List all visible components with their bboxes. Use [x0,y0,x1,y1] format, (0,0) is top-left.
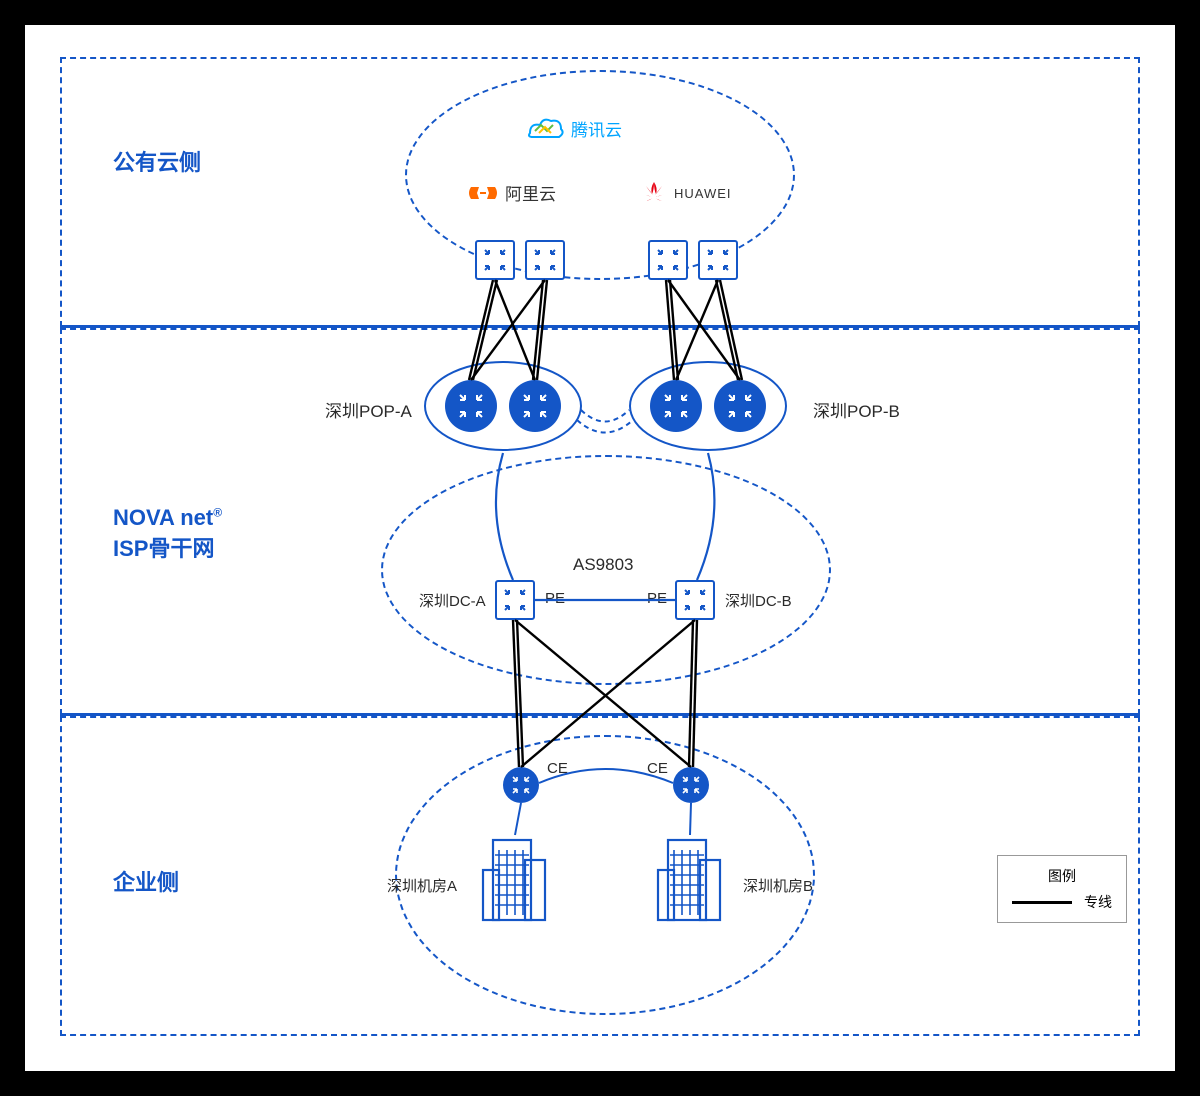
pop-a-router-1 [445,380,497,432]
ce-a-label: CE [547,760,568,777]
huawei-cloud-logo: HUAWEI [640,180,732,206]
alibaba-label: 阿里云 [505,180,556,205]
diagram-canvas: 公有云侧 NOVA net® ISP骨干网 企业侧 腾讯云 阿里云 [25,25,1175,1071]
ce-b-label: CE [647,760,668,777]
pop-b-router-2 [714,380,766,432]
ce-b-router [673,767,709,803]
legend-item-label: 专线 [1084,892,1112,912]
bldg-a-label: 深圳机房A [387,875,457,896]
zone-label-enterprise: 企业侧 [113,865,179,897]
pop-b-label: 深圳POP-B [813,397,900,422]
backbone-reg: ® [213,506,222,520]
pop-b-router-1 [650,380,702,432]
ce-a-router [503,767,539,803]
dc-b-label: 深圳DC-B [725,590,792,611]
router-r1 [475,240,515,280]
huawei-icon [640,180,668,206]
zone-label-public-cloud: 公有云侧 [113,145,201,177]
zone-label-backbone: NOVA net® ISP骨干网 [113,503,222,565]
dc-a-router [495,580,535,620]
pe-b-label: PE [647,590,667,607]
router-r3 [648,240,688,280]
tencent-label: 腾讯云 [571,116,622,141]
building-a [475,830,545,920]
dc-b-router [675,580,715,620]
tencent-cloud-logo: 腾讯云 [525,115,622,141]
pe-a-label: PE [545,590,565,607]
legend-title: 图例 [1012,866,1112,886]
bldg-b-label: 深圳机房B [743,875,813,896]
alibaba-cloud-logo: 阿里云 [467,180,556,205]
legend-box: 图例 专线 [997,855,1127,923]
router-r4 [698,240,738,280]
alibaba-icon [467,183,499,203]
pop-a-label: 深圳POP-A [325,397,412,422]
divider-1 [60,325,1140,328]
router-r2 [525,240,565,280]
dc-a-label: 深圳DC-A [419,590,486,611]
divider-2 [60,713,1140,716]
as-label: AS9803 [573,555,634,575]
legend-line-icon [1012,901,1072,904]
pop-a-router-2 [509,380,561,432]
tencent-icon [525,115,565,141]
backbone-line2: ISP骨干网 [113,536,214,561]
building-b [650,830,720,920]
huawei-label: HUAWEI [674,186,732,201]
backbone-line1: NOVA net [113,505,213,530]
